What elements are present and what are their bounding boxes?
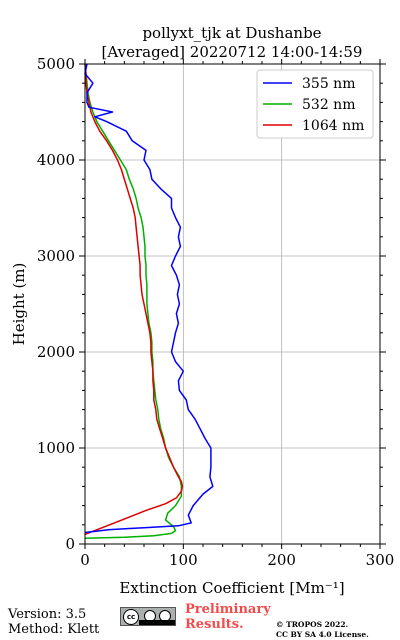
- legend-label-355-nm: 355 nm: [302, 76, 355, 92]
- method-text: Method: Klett: [8, 622, 100, 637]
- extinction-profile-chart: pollyxt_tjk at Dushanbe [Averaged] 20220…: [10, 24, 395, 597]
- cc-license-badge: cc: [120, 607, 176, 626]
- preliminary-line2: Results.: [185, 617, 244, 632]
- copyright-line1: © TROPOS 2022.: [276, 620, 349, 629]
- y-tick-label: 4000: [37, 151, 75, 169]
- series-line-1064-nm: [84, 63, 184, 536]
- legend-label-1064-nm: 1064 nm: [302, 118, 364, 134]
- x-tick-label: 100: [169, 551, 198, 569]
- copyright-text: © TROPOS 2022. CC BY SA 4.0 License.: [276, 620, 369, 640]
- x-tick-label: 0: [80, 551, 90, 569]
- y-tick-label: 2000: [37, 343, 75, 361]
- cc-icon: cc: [123, 609, 139, 625]
- copyright-line2: CC BY SA 4.0 License.: [276, 630, 369, 639]
- series-line-532-nm: [84, 63, 183, 539]
- plot-frame: [84, 63, 381, 545]
- x-tick-label: 300: [366, 551, 395, 569]
- preliminary-results-label: Preliminary Results.: [185, 602, 285, 632]
- x-axis-label: Extinction Coefficient [Mm⁻¹]: [119, 579, 344, 597]
- y-tick-label: 0: [65, 535, 75, 553]
- legend-box: [256, 69, 374, 139]
- y-tick-label: 1000: [37, 439, 75, 457]
- chart-title-line2: [Averaged] 20220712 14:00-14:59: [102, 43, 363, 61]
- chart-title-line1: pollyxt_tjk at Dushanbe: [142, 24, 321, 42]
- legend: 355 nm 532 nm 1064 nm: [256, 69, 374, 139]
- preliminary-line1: Preliminary: [185, 602, 271, 617]
- series-line-355-nm: [84, 63, 214, 534]
- series-layer: [84, 63, 214, 539]
- y-axis-label: Height (m): [10, 263, 28, 346]
- legend-label-532-nm: 532 nm: [302, 97, 355, 113]
- license-bar: [139, 620, 175, 625]
- y-tick-label: 3000: [37, 247, 75, 265]
- version-text: Version: 3.5: [8, 607, 87, 622]
- y-tick-label: 5000: [37, 55, 75, 73]
- x-tick-label: 200: [267, 551, 296, 569]
